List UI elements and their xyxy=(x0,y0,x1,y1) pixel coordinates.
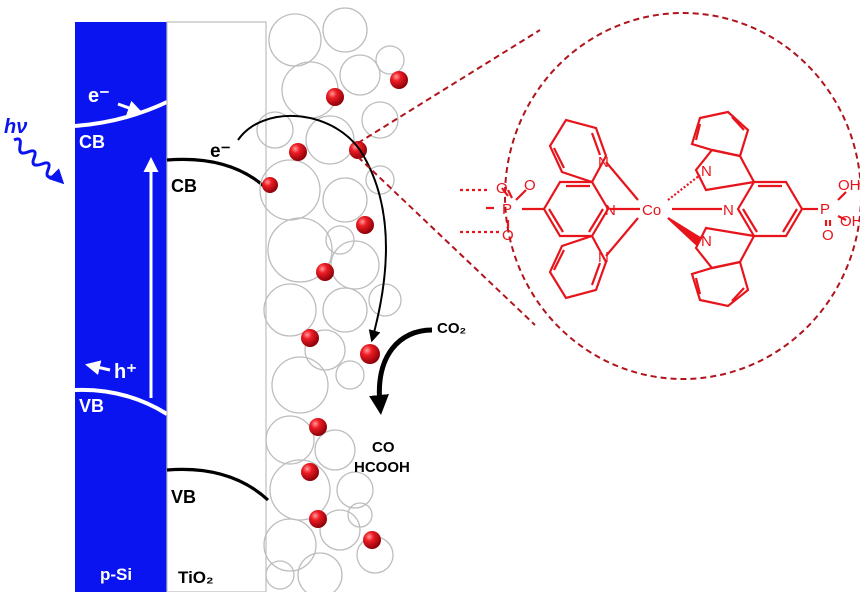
catalyst-spheres xyxy=(262,71,408,549)
catalyst-sphere xyxy=(356,216,374,234)
product-co-label: CO xyxy=(372,439,395,456)
si-hole-label: h⁺ xyxy=(114,361,137,383)
atom-p-right: P xyxy=(820,201,830,218)
product-hcooh-label: HCOOH xyxy=(354,459,410,476)
catalyst-sphere xyxy=(390,71,408,89)
atom-o-left-top: O xyxy=(496,180,508,197)
atom-n-bottom-left: N xyxy=(598,249,609,266)
catalyst-sphere xyxy=(360,344,380,364)
catalyst-sphere xyxy=(301,329,319,347)
catalyst-sphere xyxy=(309,510,327,528)
si-vb-label: VB xyxy=(79,396,104,416)
atom-n-top-left: N xyxy=(598,154,609,171)
atom-n-bottom-right: N xyxy=(701,233,712,250)
si-cb-label: CB xyxy=(79,132,105,152)
callout-circle xyxy=(504,12,860,380)
atom-n-center-left: N xyxy=(605,202,616,219)
atom-oh-right-bottom: OH xyxy=(840,213,860,230)
tio2-label: TiO₂ xyxy=(178,568,214,587)
si-valence-band xyxy=(74,387,169,416)
catalyst-sphere xyxy=(289,143,307,161)
tio2-particles xyxy=(256,7,405,592)
si-conduction-band xyxy=(74,100,168,128)
light-label: hν xyxy=(4,116,27,138)
catalyst-sphere xyxy=(301,463,319,481)
atom-o-left-bottom: O xyxy=(502,227,514,244)
catalyst-sphere xyxy=(316,263,334,281)
atom-n-center-right: N xyxy=(723,202,734,219)
cobalt-complex-labels: N N N Co N N N P O O O P OH OH O xyxy=(496,154,860,266)
catalyst-sphere xyxy=(363,531,381,549)
callout-line-bottom xyxy=(357,156,536,326)
atom-p-left: P xyxy=(502,201,512,218)
tio2-conduction-band xyxy=(166,157,268,190)
tio2-layer xyxy=(166,21,267,592)
cobalt-label: Co xyxy=(642,202,661,219)
light-wave-icon xyxy=(13,137,65,185)
tio2-vb-label: VB xyxy=(171,487,196,507)
electron-transfer-arrow xyxy=(237,114,387,343)
co2-reduction-arrow xyxy=(369,327,433,415)
atom-oh-right-top: OH xyxy=(838,177,860,194)
cobalt-complex-structure xyxy=(460,110,847,308)
co2-label: CO₂ xyxy=(437,320,466,337)
tio2-electron-label: e⁻ xyxy=(210,141,231,162)
si-hole-arrow xyxy=(85,360,111,375)
atom-o-right-double: O xyxy=(822,227,834,244)
p-si-label: p-Si xyxy=(100,565,132,584)
si-electron-arrow xyxy=(117,100,143,115)
callout-line-top xyxy=(357,29,541,144)
tio2-cb-label: CB xyxy=(171,176,197,196)
catalyst-sphere xyxy=(309,418,327,436)
tio2-valence-band xyxy=(166,467,270,502)
catalyst-sphere xyxy=(262,177,278,193)
atom-o-left-double: O xyxy=(524,177,536,194)
atom-n-top-right: N xyxy=(701,163,712,180)
si-electron-label: e⁻ xyxy=(88,85,110,107)
catalyst-sphere xyxy=(326,88,344,106)
